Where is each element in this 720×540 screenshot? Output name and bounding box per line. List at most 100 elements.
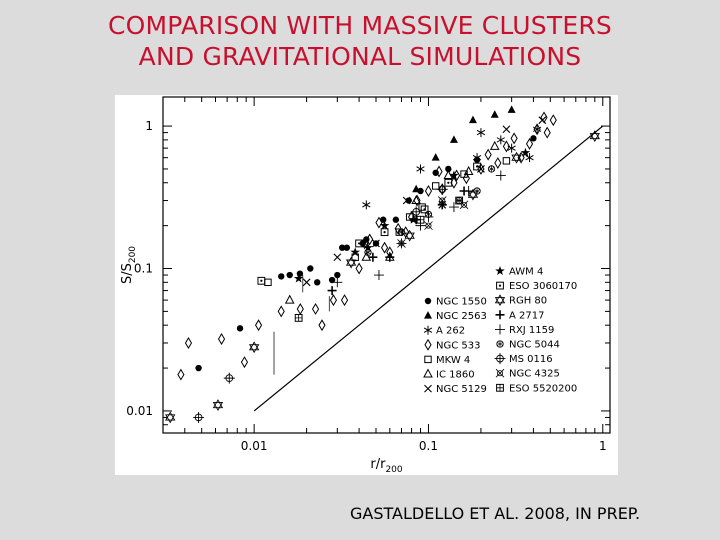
data-point [385, 252, 395, 262]
marker-circle [473, 187, 481, 195]
marker-dot [423, 208, 426, 211]
data-point [530, 135, 537, 142]
marker-tri-down [467, 191, 479, 201]
marker-spokes [365, 249, 371, 256]
legend-item: NGC 5129 [424, 384, 487, 395]
data-point [257, 276, 266, 285]
marker-spokes [488, 165, 495, 172]
data-point [184, 337, 193, 349]
legend-label: MKW 4 [436, 355, 470, 366]
marker-plus [193, 411, 205, 423]
data-point [372, 239, 380, 248]
data-point [431, 153, 440, 161]
marker-cross [495, 368, 505, 378]
marker-tri-down [404, 232, 415, 242]
data-point [314, 279, 321, 286]
legend-item: ESO 5520200 [496, 383, 577, 394]
legend-label: NGC 4325 [509, 369, 560, 380]
data-point [494, 157, 502, 170]
data-point [355, 262, 363, 275]
legend-label: IC 1860 [436, 370, 475, 381]
data-point [363, 242, 373, 252]
y-tick-label: 0.1 [134, 262, 153, 276]
marker-tri-down [345, 259, 357, 269]
marker-tri-up [345, 256, 357, 266]
legend-marker [424, 384, 432, 393]
data-point [533, 123, 541, 136]
data-point [455, 196, 464, 205]
series-eso-5520200 [294, 196, 464, 322]
data-point [380, 241, 389, 254]
citation-credit: GASTALDELLO ET AL. 2008, IN PREP. [350, 504, 641, 523]
data-point [510, 132, 518, 145]
x-tick-label: 1 [599, 439, 607, 453]
data-point [495, 170, 506, 181]
marker-spokes [474, 188, 480, 195]
data-point [345, 256, 357, 269]
data-point [416, 215, 425, 224]
data-point [459, 200, 469, 210]
data-point [329, 294, 338, 307]
legend-marker [495, 368, 505, 378]
marker-tri-up [589, 130, 600, 140]
data-point [193, 411, 205, 423]
series-ngc-5044 [364, 165, 496, 256]
data-point [538, 116, 547, 125]
data-point [340, 294, 349, 307]
legend-marker [423, 368, 433, 378]
marker-cross [397, 239, 406, 248]
marker-circle [364, 248, 372, 256]
data-point [417, 187, 424, 195]
data-point [444, 178, 453, 187]
data-point [549, 114, 557, 127]
data-point [424, 185, 433, 197]
data-point [489, 140, 500, 150]
data-point [436, 183, 448, 195]
marker-dot [498, 284, 502, 287]
data-point [177, 368, 185, 381]
series-ic-1860 [284, 140, 500, 304]
data-point [437, 196, 447, 205]
legend-marker [494, 353, 506, 365]
marker-plus [455, 197, 463, 204]
marker-tri-down [212, 401, 224, 411]
data-point [217, 333, 226, 345]
marker-square [496, 281, 504, 290]
legend-marker [424, 355, 432, 364]
data-point [420, 205, 429, 214]
data-point [437, 200, 447, 210]
series-ms-0116 [193, 183, 448, 423]
data-point [405, 197, 412, 204]
data-point [490, 110, 499, 118]
data-point [223, 372, 235, 384]
marker-plus [295, 314, 303, 322]
data-point [327, 286, 337, 296]
data-point [293, 273, 304, 283]
marker-circle [496, 370, 503, 377]
legend-label: ESO 5520200 [509, 383, 577, 394]
legend-marker [494, 294, 506, 307]
marker-cross [459, 200, 469, 210]
marker-plus [223, 372, 235, 384]
data-point [311, 302, 320, 315]
data-point [404, 229, 415, 242]
legend-marker [424, 311, 432, 319]
series-ngc-4325 [397, 196, 469, 248]
data-point [520, 147, 531, 157]
series-rgh-80 [165, 130, 600, 424]
data-point [449, 170, 459, 180]
legend-item: NGC 533 [424, 338, 480, 351]
data-point [296, 302, 304, 315]
legend-marker [495, 266, 505, 276]
legend-item: RGH 80 [494, 294, 547, 307]
legend-marker [496, 383, 504, 392]
marker-circle [496, 340, 504, 348]
legend-item: NGC 1550 [424, 297, 487, 308]
data-point [462, 172, 470, 185]
x-tick-label: 0.01 [241, 439, 268, 453]
marker-cross [437, 196, 447, 205]
series-mkw-4 [264, 157, 511, 287]
data-point [502, 125, 511, 134]
data-point [334, 271, 341, 279]
legend-label: NGC 1550 [436, 297, 487, 308]
